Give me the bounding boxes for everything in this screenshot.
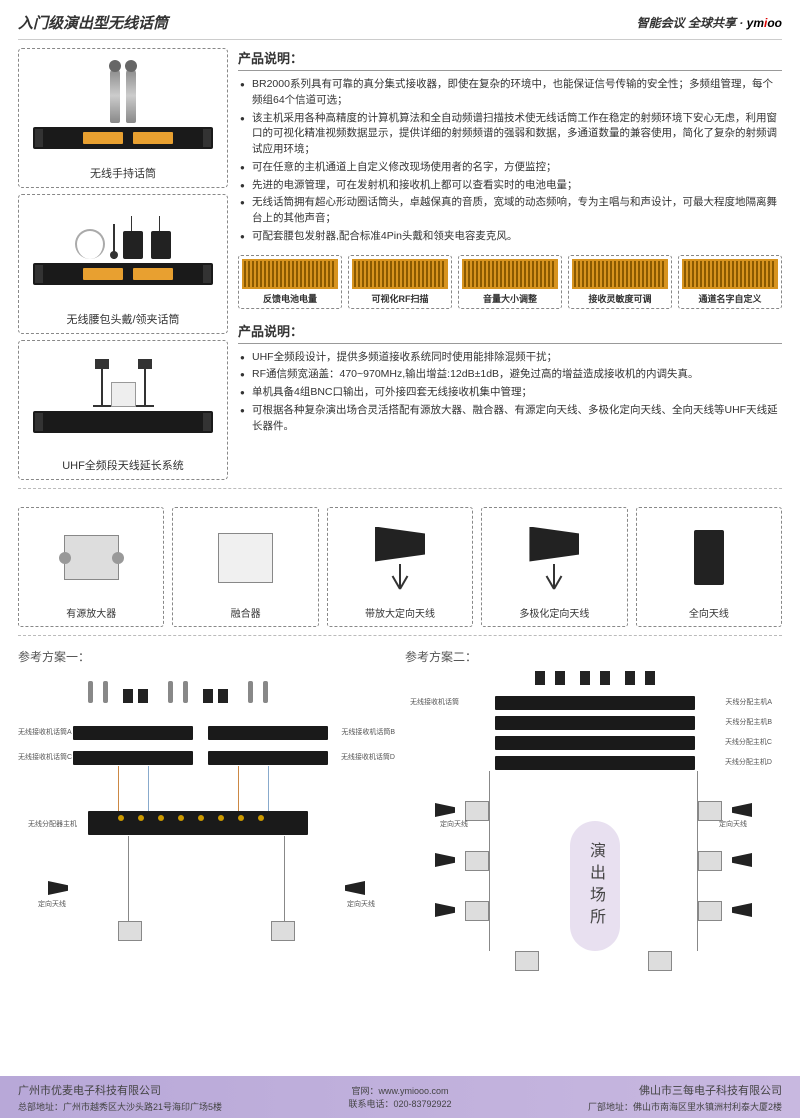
feature-sensitivity: 接收灵敏度可调 — [568, 255, 672, 309]
handheld-mic-icon — [110, 68, 136, 123]
list-item: 可在任意的主机通道上自定义修改现场使用者的名字，方便监控； — [238, 160, 782, 176]
product-label: UHF全频段天线延长系统 — [62, 457, 184, 473]
receiver-rack-icon — [33, 411, 213, 433]
list-item: 该主机采用各种高精度的计算机算法和全自动频谱扫描技术使无线话筒工作在稳定的射频环… — [238, 111, 782, 158]
acc-omni-antenna: 全向天线 — [636, 507, 782, 627]
venue-label: 演出场所 — [570, 821, 620, 951]
brand-logo: ymioo — [747, 16, 782, 30]
scheme-2: 参考方案二： 天线分配主机A 天线分配主机B 天线分配主机C 天线分配主机D 无… — [405, 648, 782, 991]
header-tagline: 智能会议 全球共享 · ymioo — [637, 14, 782, 31]
footer-right: 佛山市三每电子科技有限公司 厂部地址：佛山市南海区里水镇洲村利泰大厦2楼 — [527, 1082, 782, 1113]
desc2-title: 产品说明： — [238, 321, 782, 344]
list-item: 单机具备4组BNC口输出，可外接四套无线接收机集中管理； — [238, 385, 782, 401]
product-label: 无线手持话筒 — [90, 165, 156, 181]
lcd-screen-icon — [352, 259, 448, 289]
description-column: 产品说明： BR2000系列具有可靠的真分集式接收器，即使在复杂的环境中，也能保… — [238, 48, 782, 480]
lcd-screen-icon — [682, 259, 778, 289]
acc-combiner: 融合器 — [172, 507, 318, 627]
receiver-rack-icon — [33, 127, 213, 149]
list-item: BR2000系列具有可靠的真分集式接收器，即使在复杂的环境中，也能保证信号传输的… — [238, 77, 782, 109]
list-item: 可根据各种复杂演出场合灵活搭配有源放大器、融合器、有源定向天线、多极化定向天线、… — [238, 403, 782, 435]
scheme1-diagram: 无线接收机话筒A 无线接收机话筒B 无线接收机话筒C 无线接收机话筒D 无线分配… — [18, 671, 395, 991]
list-item: UHF全频段设计，提供多频道接收系统同时使用能排除混频干扰； — [238, 350, 782, 366]
list-item: RF通信频宽涵盖：470~970MHz,输出增益:12dB±1dB，避免过高的增… — [238, 367, 782, 383]
list-item: 可配套腰包发射器,配合标准4Pin头戴和领夹电容麦克风。 — [238, 229, 782, 245]
desc2-list: UHF全频段设计，提供多频道接收系统同时使用能排除混频干扰； RF通信频宽涵盖：… — [238, 350, 782, 435]
product-column: 无线手持话筒 无线腰包头戴/领夹话筒 — [18, 48, 228, 480]
desc1-title: 产品说明： — [238, 48, 782, 71]
product-label: 无线腰包头戴/领夹话筒 — [66, 311, 179, 327]
acc-multipol-antenna: 多极化定向天线 — [481, 507, 627, 627]
page-title: 入门级演出型无线话筒 — [18, 12, 168, 33]
accessories-row: 有源放大器 融合器 带放大定向天线 多极化定向天线 全向天线 — [18, 499, 782, 627]
receiver-rack-icon — [33, 263, 213, 285]
directional-antenna-icon — [529, 527, 579, 562]
lcd-screen-icon — [572, 259, 668, 289]
combiner-icon — [218, 533, 273, 583]
footer-center: 官网：www.ymiooo.com 联系电话：020-83792922 — [273, 1084, 528, 1110]
lcd-screen-icon — [242, 259, 338, 289]
desc1-list: BR2000系列具有可靠的真分集式接收器，即使在复杂的环境中，也能保证信号传输的… — [238, 77, 782, 245]
feature-volume: 音量大小调整 — [458, 255, 562, 309]
footer-left: 广州市优麦电子科技有限公司 总部地址：广州市越秀区大沙头路21号海印广场5楼 — [18, 1082, 273, 1113]
page-footer: 广州市优麦电子科技有限公司 总部地址：广州市越秀区大沙头路21号海印广场5楼 官… — [0, 1076, 800, 1118]
scheme-1: 参考方案一： 无线接收机话筒A 无线接收机话筒B 无线接收机话筒C 无线接收机话… — [18, 648, 395, 991]
scheme2-diagram: 天线分配主机A 天线分配主机B 天线分配主机C 天线分配主机D 无线接收机话筒 … — [405, 671, 782, 991]
product-bodypack: 无线腰包头戴/领夹话筒 — [18, 194, 228, 334]
list-item: 先进的电源管理，可在发射机和接收机上都可以查看实时的电池电量； — [238, 178, 782, 194]
scheme-title: 参考方案一： — [18, 648, 395, 665]
feature-row: 反馈电池电量 可视化RF扫描 音量大小调整 接收灵敏度可调 通道名字自定义 — [238, 255, 782, 309]
feature-channel-name: 通道名字自定义 — [678, 255, 782, 309]
page-header: 入门级演出型无线话筒 智能会议 全球共享 · ymioo — [18, 12, 782, 40]
feature-battery: 反馈电池电量 — [238, 255, 342, 309]
acc-amplifier: 有源放大器 — [18, 507, 164, 627]
scheme-title: 参考方案二： — [405, 648, 782, 665]
antenna-system-icon — [101, 367, 146, 407]
bodypack-icon — [75, 224, 171, 259]
acc-dir-antenna-amp: 带放大定向天线 — [327, 507, 473, 627]
product-handheld: 无线手持话筒 — [18, 48, 228, 188]
list-item: 无线话筒拥有超心形动圈话筒头，卓越保真的音质，宽域的动态频响，专为主唱与和声设计… — [238, 195, 782, 227]
directional-antenna-icon — [375, 527, 425, 562]
omni-antenna-icon — [694, 530, 724, 585]
product-antenna-ext: UHF全频段天线延长系统 — [18, 340, 228, 480]
lcd-screen-icon — [462, 259, 558, 289]
amplifier-icon — [64, 535, 119, 580]
feature-rf-scan: 可视化RF扫描 — [348, 255, 452, 309]
